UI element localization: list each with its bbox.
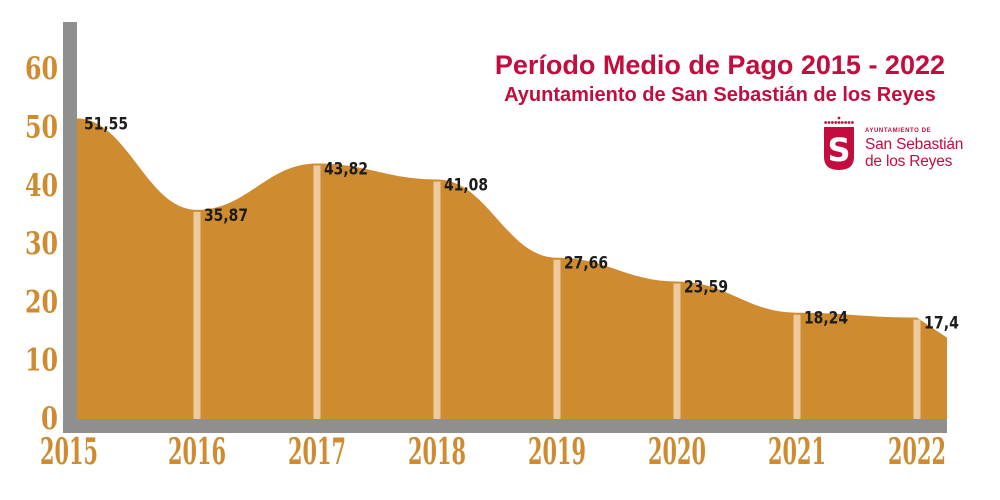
data-label: 43,82	[324, 160, 368, 180]
y-axis-bar	[63, 22, 77, 433]
city-logo: S AYUNTAMIENTO DE San Sebastián de los R…	[822, 116, 963, 173]
y-axis-label: 40	[25, 168, 58, 204]
year-tick-line	[913, 319, 921, 424]
x-axis-label: 2015	[40, 431, 98, 473]
x-axis-bar	[63, 419, 947, 433]
year-tick-line	[193, 211, 201, 424]
y-axis-label: 0	[41, 401, 58, 437]
x-axis-label: 2022	[888, 431, 946, 473]
y-axis-label: 10	[25, 343, 58, 379]
data-label: 41,08	[444, 176, 488, 196]
data-label: 51,55	[84, 115, 128, 135]
logo-org-label: AYUNTAMIENTO DE	[865, 128, 932, 134]
y-axis-label: 50	[25, 110, 58, 146]
y-axis-label: 60	[25, 51, 58, 87]
year-tick-line	[553, 259, 561, 424]
logo-name-line1: San Sebastián	[865, 136, 964, 153]
x-axis-label: 2020	[648, 431, 706, 473]
logo-name-line2: de los Reyes	[865, 152, 953, 170]
data-label: 35,87	[204, 206, 248, 226]
logo-text: AYUNTAMIENTO DE San Sebastián de los Rey…	[865, 116, 963, 170]
data-label: 18,24	[804, 309, 848, 329]
shield-shape	[824, 127, 854, 170]
data-label: 17,4	[924, 314, 959, 334]
x-axis-label: 2017	[288, 431, 346, 473]
data-label: 27,66	[564, 254, 608, 274]
year-tick-line	[673, 283, 681, 424]
x-axis-label: 2016	[168, 431, 226, 473]
shield-monogram: S	[827, 131, 850, 169]
data-label: 23,59	[684, 278, 728, 298]
year-tick-line	[433, 181, 441, 424]
x-axis-label: 2021	[768, 431, 826, 473]
year-tick-line	[313, 165, 321, 424]
area-fill	[77, 118, 947, 419]
chart-subtitle: Ayuntamiento de San Sebastián de los Rey…	[504, 83, 936, 106]
crown-dots-icon	[824, 116, 854, 124]
city-crest-icon: S	[824, 116, 854, 170]
x-axis-label: 2018	[408, 431, 466, 473]
year-tick-line	[793, 314, 801, 424]
chart-header: Período Medio de Pago 2015 - 2022 Ayunta…	[494, 50, 945, 107]
x-axis-label: 2019	[528, 431, 586, 473]
chart-title: Período Medio de Pago 2015 - 2022	[494, 50, 945, 80]
y-axis-label: 30	[25, 226, 58, 262]
y-axis-label: 20	[25, 284, 58, 320]
